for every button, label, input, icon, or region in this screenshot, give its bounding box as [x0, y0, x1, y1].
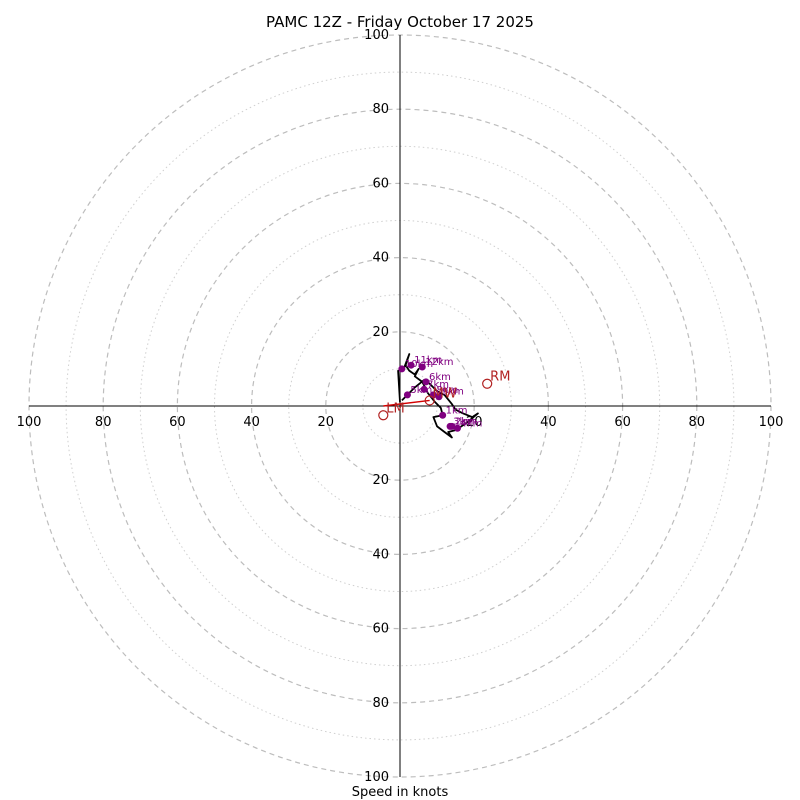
height-marker-label: 10km — [405, 359, 433, 370]
y-tick-label-top: 60 — [372, 176, 389, 191]
storm-motion-label: RM — [490, 370, 510, 385]
storm-motion-markers: RM LM MW — [378, 370, 510, 421]
shear-vector — [383, 399, 430, 407]
x-tick-label-left: 80 — [95, 415, 112, 430]
height-marker-label: 3km — [453, 416, 475, 427]
y-tick-label-top: 100 — [364, 28, 389, 43]
hodograph-line — [397, 353, 479, 439]
axes — [29, 35, 771, 777]
height-marker-label: 4km — [461, 418, 483, 429]
storm-motion-label: MW — [433, 386, 457, 401]
y-tick-label-top: 40 — [372, 251, 389, 266]
height-marker-label: 7km — [427, 379, 449, 390]
storm-motion-marker — [378, 410, 389, 421]
height-marker-dot — [422, 378, 430, 386]
height-marker-label: 2km — [455, 416, 477, 427]
height-marker-dot — [407, 361, 415, 369]
y-tick-label-top: 20 — [372, 325, 389, 340]
x-axis-label: Speed in knots — [352, 785, 449, 800]
height-marker-dot — [420, 385, 428, 393]
y-tick-label-bottom: 100 — [364, 770, 389, 785]
height-marker-label: 1km — [446, 405, 468, 416]
y-tick-label-top: 80 — [372, 102, 389, 117]
height-marker-label: 11km — [414, 355, 442, 366]
height-marker-dot — [439, 411, 447, 419]
x-tick-label-left: 40 — [243, 415, 260, 430]
height-marker-dot — [435, 393, 443, 401]
storm-motion-marker — [424, 395, 435, 406]
x-tick-label-right: 100 — [759, 415, 784, 430]
storm-motion-marker — [482, 378, 493, 389]
y-tick-label-bottom: 40 — [372, 547, 389, 562]
y-tick-label-bottom: 60 — [372, 622, 389, 637]
tick-labels: 20 20 20 20 40 40 40 40 60 60 60 60 80 80 80 80 100 100 10… — [17, 28, 784, 785]
storm-motion-label: LM — [386, 401, 404, 416]
x-tick-label-right: 60 — [614, 415, 631, 430]
height-marker-label: 9km — [442, 387, 464, 398]
chart-title: PAMC 12Z - Friday October 17 2025 — [266, 13, 534, 31]
hodograph-trace — [397, 353, 479, 439]
height-marker-dot — [418, 363, 426, 371]
y-tick-label-bottom: 80 — [372, 696, 389, 711]
x-tick-label-left: 100 — [17, 415, 42, 430]
height-marker-dot — [454, 424, 462, 432]
x-tick-label-right: 40 — [540, 415, 557, 430]
height-markers: 1km2km3km4km5km6km7km8km9km10km11km12km — [398, 355, 482, 432]
height-marker-label: 12km — [425, 357, 453, 368]
x-tick-label-right: 20 — [466, 415, 483, 430]
height-marker-dot — [446, 422, 454, 430]
height-marker-label: 8km — [436, 385, 458, 396]
height-marker-label: 6km — [429, 372, 451, 383]
x-tick-label-right: 80 — [689, 415, 706, 430]
height-marker-dot — [398, 365, 406, 373]
height-marker-dot — [403, 391, 411, 399]
y-tick-label-bottom: 20 — [372, 473, 389, 488]
shear-vector-line — [383, 399, 430, 407]
x-tick-label-left: 60 — [169, 415, 186, 430]
x-tick-label-left: 20 — [318, 415, 335, 430]
